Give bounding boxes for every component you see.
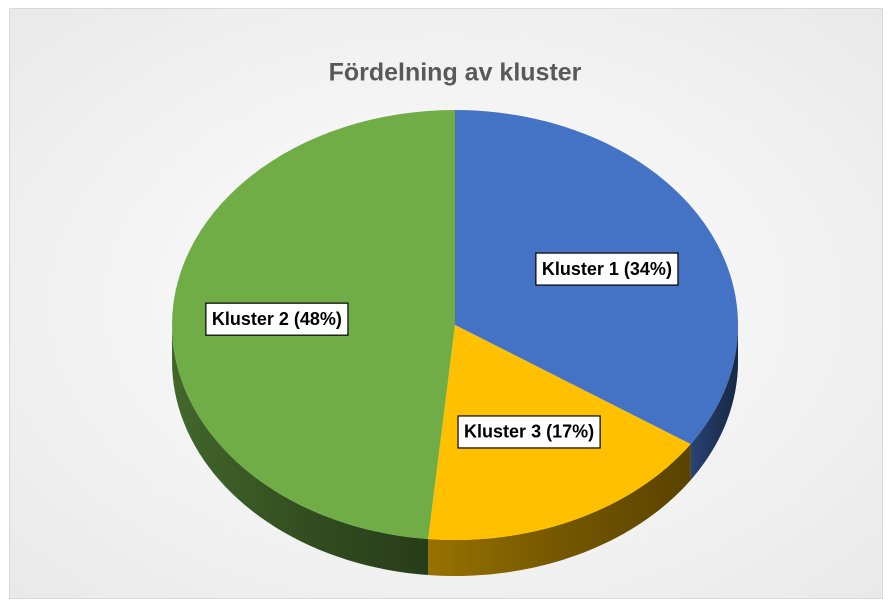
data-label-box: [205, 302, 349, 336]
data-label: Kluster 1 (34%): [542, 259, 672, 279]
data-label: Kluster 3 (17%): [464, 422, 594, 442]
chart-title: Fördelning av kluster: [329, 59, 582, 87]
labels: Kluster 1 (34%) Kluster 3 (17%) Kluster 2 …: [205, 252, 679, 449]
data-label-box: [457, 415, 601, 449]
pie-side-shade: [690, 325, 738, 481]
pie: [172, 110, 738, 576]
data-label: Kluster 2 (48%): [212, 309, 342, 329]
data-label-box: [535, 252, 679, 286]
pie-side-shade: [428, 444, 691, 576]
pie-side-shade: [172, 325, 429, 576]
